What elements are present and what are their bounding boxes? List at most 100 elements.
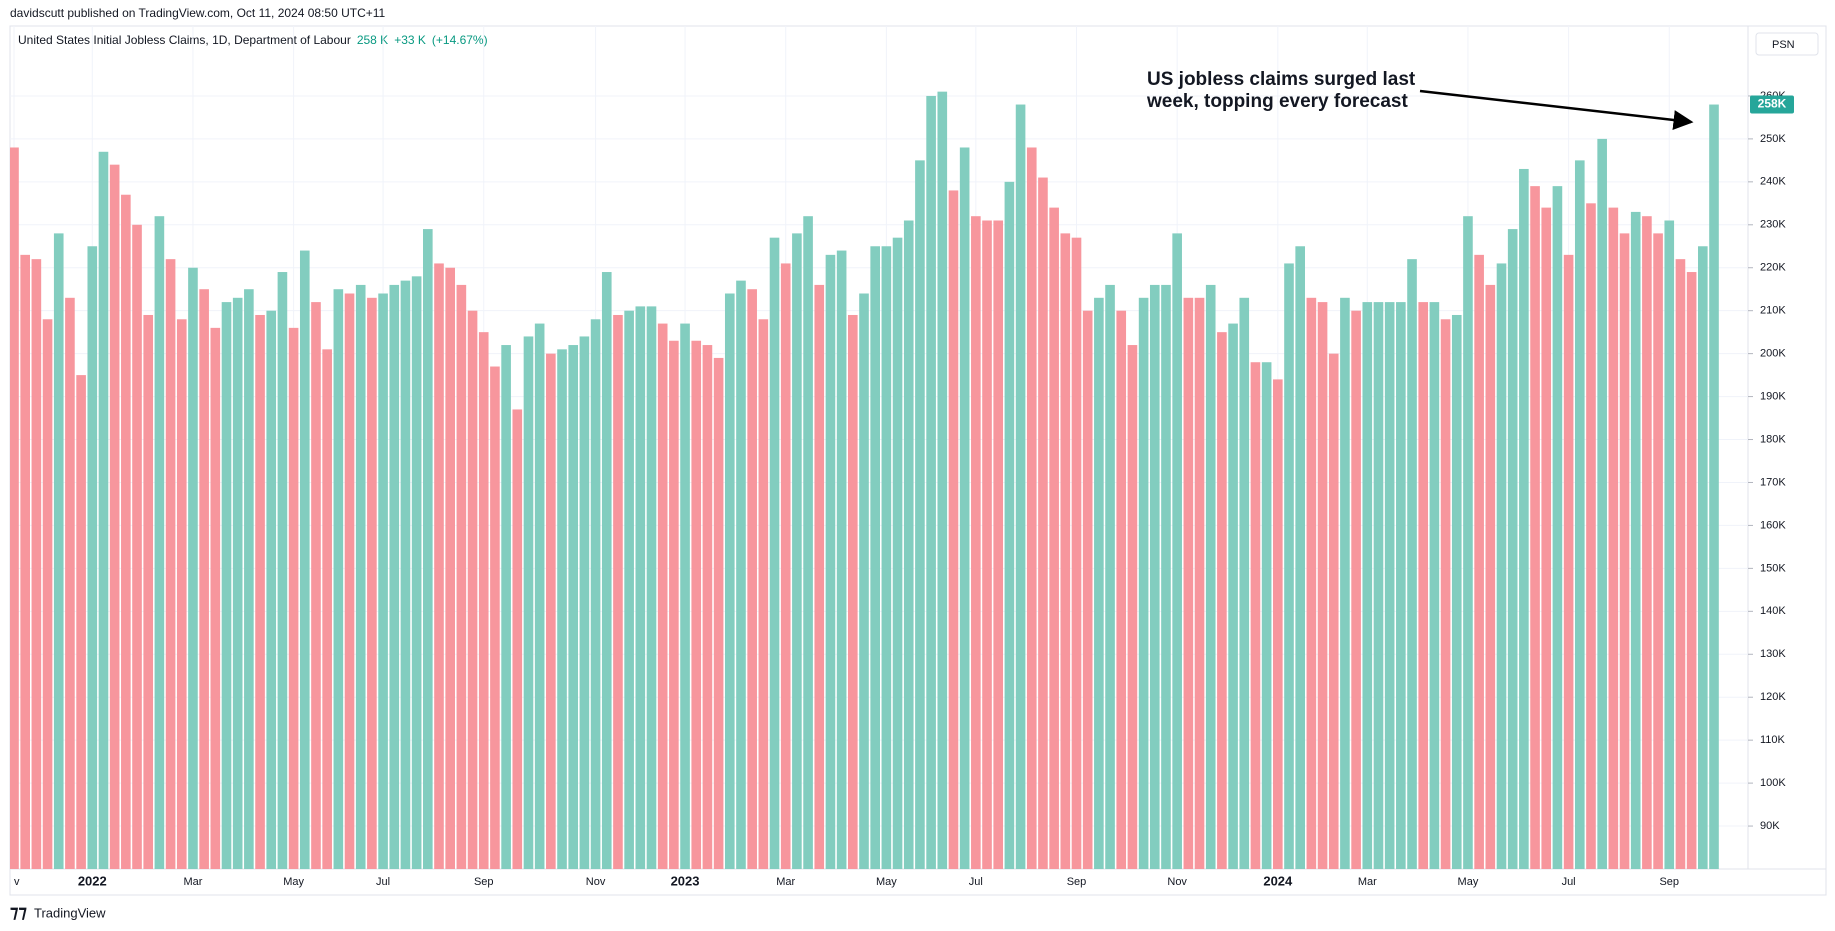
bar xyxy=(825,254,836,869)
y-tick-label: 220K xyxy=(1760,262,1786,274)
bar xyxy=(411,276,422,869)
x-tick-label: 2022 xyxy=(78,873,107,888)
bar xyxy=(10,147,19,869)
legend-name: United States Initial Jobless Claims, 1D… xyxy=(18,33,351,47)
bar xyxy=(1205,284,1216,869)
bar xyxy=(311,302,321,869)
bar xyxy=(590,319,601,869)
bar xyxy=(903,220,914,869)
bar xyxy=(747,289,757,869)
bar xyxy=(1340,297,1350,869)
bar xyxy=(1429,302,1440,869)
bar xyxy=(199,289,209,869)
bar xyxy=(20,254,30,869)
bar xyxy=(1653,233,1663,869)
brand: TradingView xyxy=(34,905,106,920)
bar xyxy=(1362,302,1373,869)
bar xyxy=(1328,353,1339,869)
bar xyxy=(232,297,243,869)
bar xyxy=(1709,104,1719,869)
bar xyxy=(948,190,959,869)
bar xyxy=(1015,104,1026,869)
y-tick-label: 250K xyxy=(1760,133,1786,145)
last-value-badge xyxy=(1750,95,1794,114)
bar xyxy=(1451,314,1462,869)
bar xyxy=(333,289,344,869)
x-tick-label: Sep xyxy=(1659,876,1679,888)
bar xyxy=(512,409,523,869)
published-line: davidscutt published on TradingView.com,… xyxy=(10,6,386,20)
bar xyxy=(523,336,534,869)
bar xyxy=(1373,302,1384,869)
bar xyxy=(1407,259,1417,869)
bar xyxy=(1519,168,1529,869)
bar xyxy=(792,233,802,869)
logo-mark: ⁊⁊ xyxy=(10,902,27,921)
y-tick-label: 100K xyxy=(1760,777,1786,789)
bar xyxy=(1686,272,1697,869)
x-tick-label: Mar xyxy=(1358,876,1377,888)
bar xyxy=(266,310,277,869)
bar xyxy=(624,310,634,869)
bar xyxy=(1496,263,1507,869)
bar xyxy=(1664,220,1675,869)
bar xyxy=(601,272,612,869)
x-tick-label: Jul xyxy=(376,876,390,888)
bar xyxy=(1630,211,1641,869)
bar xyxy=(1228,323,1238,869)
bar xyxy=(702,345,713,869)
bar xyxy=(367,297,377,869)
bar xyxy=(758,319,769,869)
bar xyxy=(1541,207,1552,869)
y-tick-label: 90K xyxy=(1760,820,1780,832)
bar xyxy=(400,280,411,869)
bar xyxy=(176,319,187,869)
bar xyxy=(1105,284,1115,869)
y-tick-label: 180K xyxy=(1760,433,1786,445)
bar xyxy=(959,147,970,869)
psn-button[interactable] xyxy=(1755,32,1819,56)
bar xyxy=(1161,284,1171,869)
x-tick-label: Sep xyxy=(474,876,494,888)
bar xyxy=(534,323,545,869)
bar xyxy=(288,327,299,869)
x-tick-label: Mar xyxy=(776,876,795,888)
legend-change-pct: (+14.67%) xyxy=(431,33,488,47)
bars xyxy=(10,91,1719,869)
bar xyxy=(490,366,500,869)
bar xyxy=(1418,302,1429,869)
bar xyxy=(355,284,366,869)
bar xyxy=(1396,302,1406,869)
bar xyxy=(1463,216,1473,869)
psn-label[interactable]: PSN xyxy=(1772,39,1795,51)
bar xyxy=(221,302,232,869)
bar xyxy=(1507,229,1518,869)
bar xyxy=(1295,246,1305,869)
y-tick-label: 160K xyxy=(1760,519,1786,531)
bar xyxy=(65,297,75,869)
bar xyxy=(456,284,467,869)
bar xyxy=(1306,297,1317,869)
y-tick-label: 190K xyxy=(1760,390,1786,402)
bar xyxy=(803,216,813,869)
bar xyxy=(445,267,455,869)
y-tick-label: 110K xyxy=(1760,734,1786,746)
bar xyxy=(881,246,892,869)
bar xyxy=(1351,310,1361,869)
bar xyxy=(915,160,925,869)
bar xyxy=(613,314,623,869)
bar xyxy=(848,314,858,869)
bar xyxy=(870,246,880,869)
bar xyxy=(1675,259,1686,869)
bar xyxy=(154,216,165,869)
bar xyxy=(434,263,444,869)
bar xyxy=(1273,379,1283,869)
bar xyxy=(1608,207,1619,869)
bar xyxy=(937,91,948,869)
y-tick-label: 230K xyxy=(1760,219,1786,231)
bar xyxy=(546,353,556,869)
bar xyxy=(1026,147,1037,869)
bar xyxy=(1552,186,1563,869)
bar xyxy=(1116,310,1127,869)
bar xyxy=(299,250,310,869)
